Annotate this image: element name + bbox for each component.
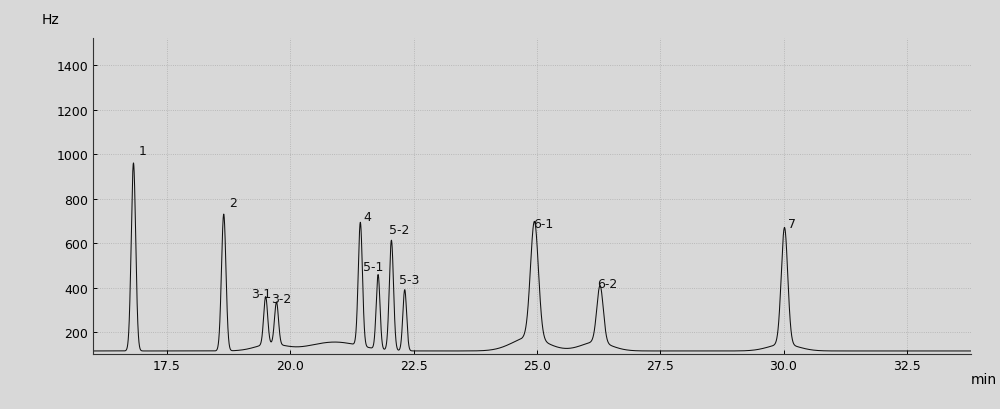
Text: 4: 4: [364, 211, 372, 223]
Y-axis label: Hz: Hz: [42, 13, 60, 27]
Text: 6-2: 6-2: [597, 277, 618, 290]
Text: 5-3: 5-3: [399, 274, 420, 287]
Text: 1: 1: [138, 145, 146, 158]
X-axis label: min: min: [971, 372, 997, 386]
Text: 3-2: 3-2: [271, 292, 292, 306]
Text: 5-2: 5-2: [389, 224, 409, 237]
Text: 7: 7: [788, 217, 796, 230]
Text: 2: 2: [229, 196, 237, 209]
Text: 6-1: 6-1: [533, 217, 553, 230]
Text: 3-1: 3-1: [251, 287, 271, 300]
Text: 5-1: 5-1: [363, 261, 383, 274]
